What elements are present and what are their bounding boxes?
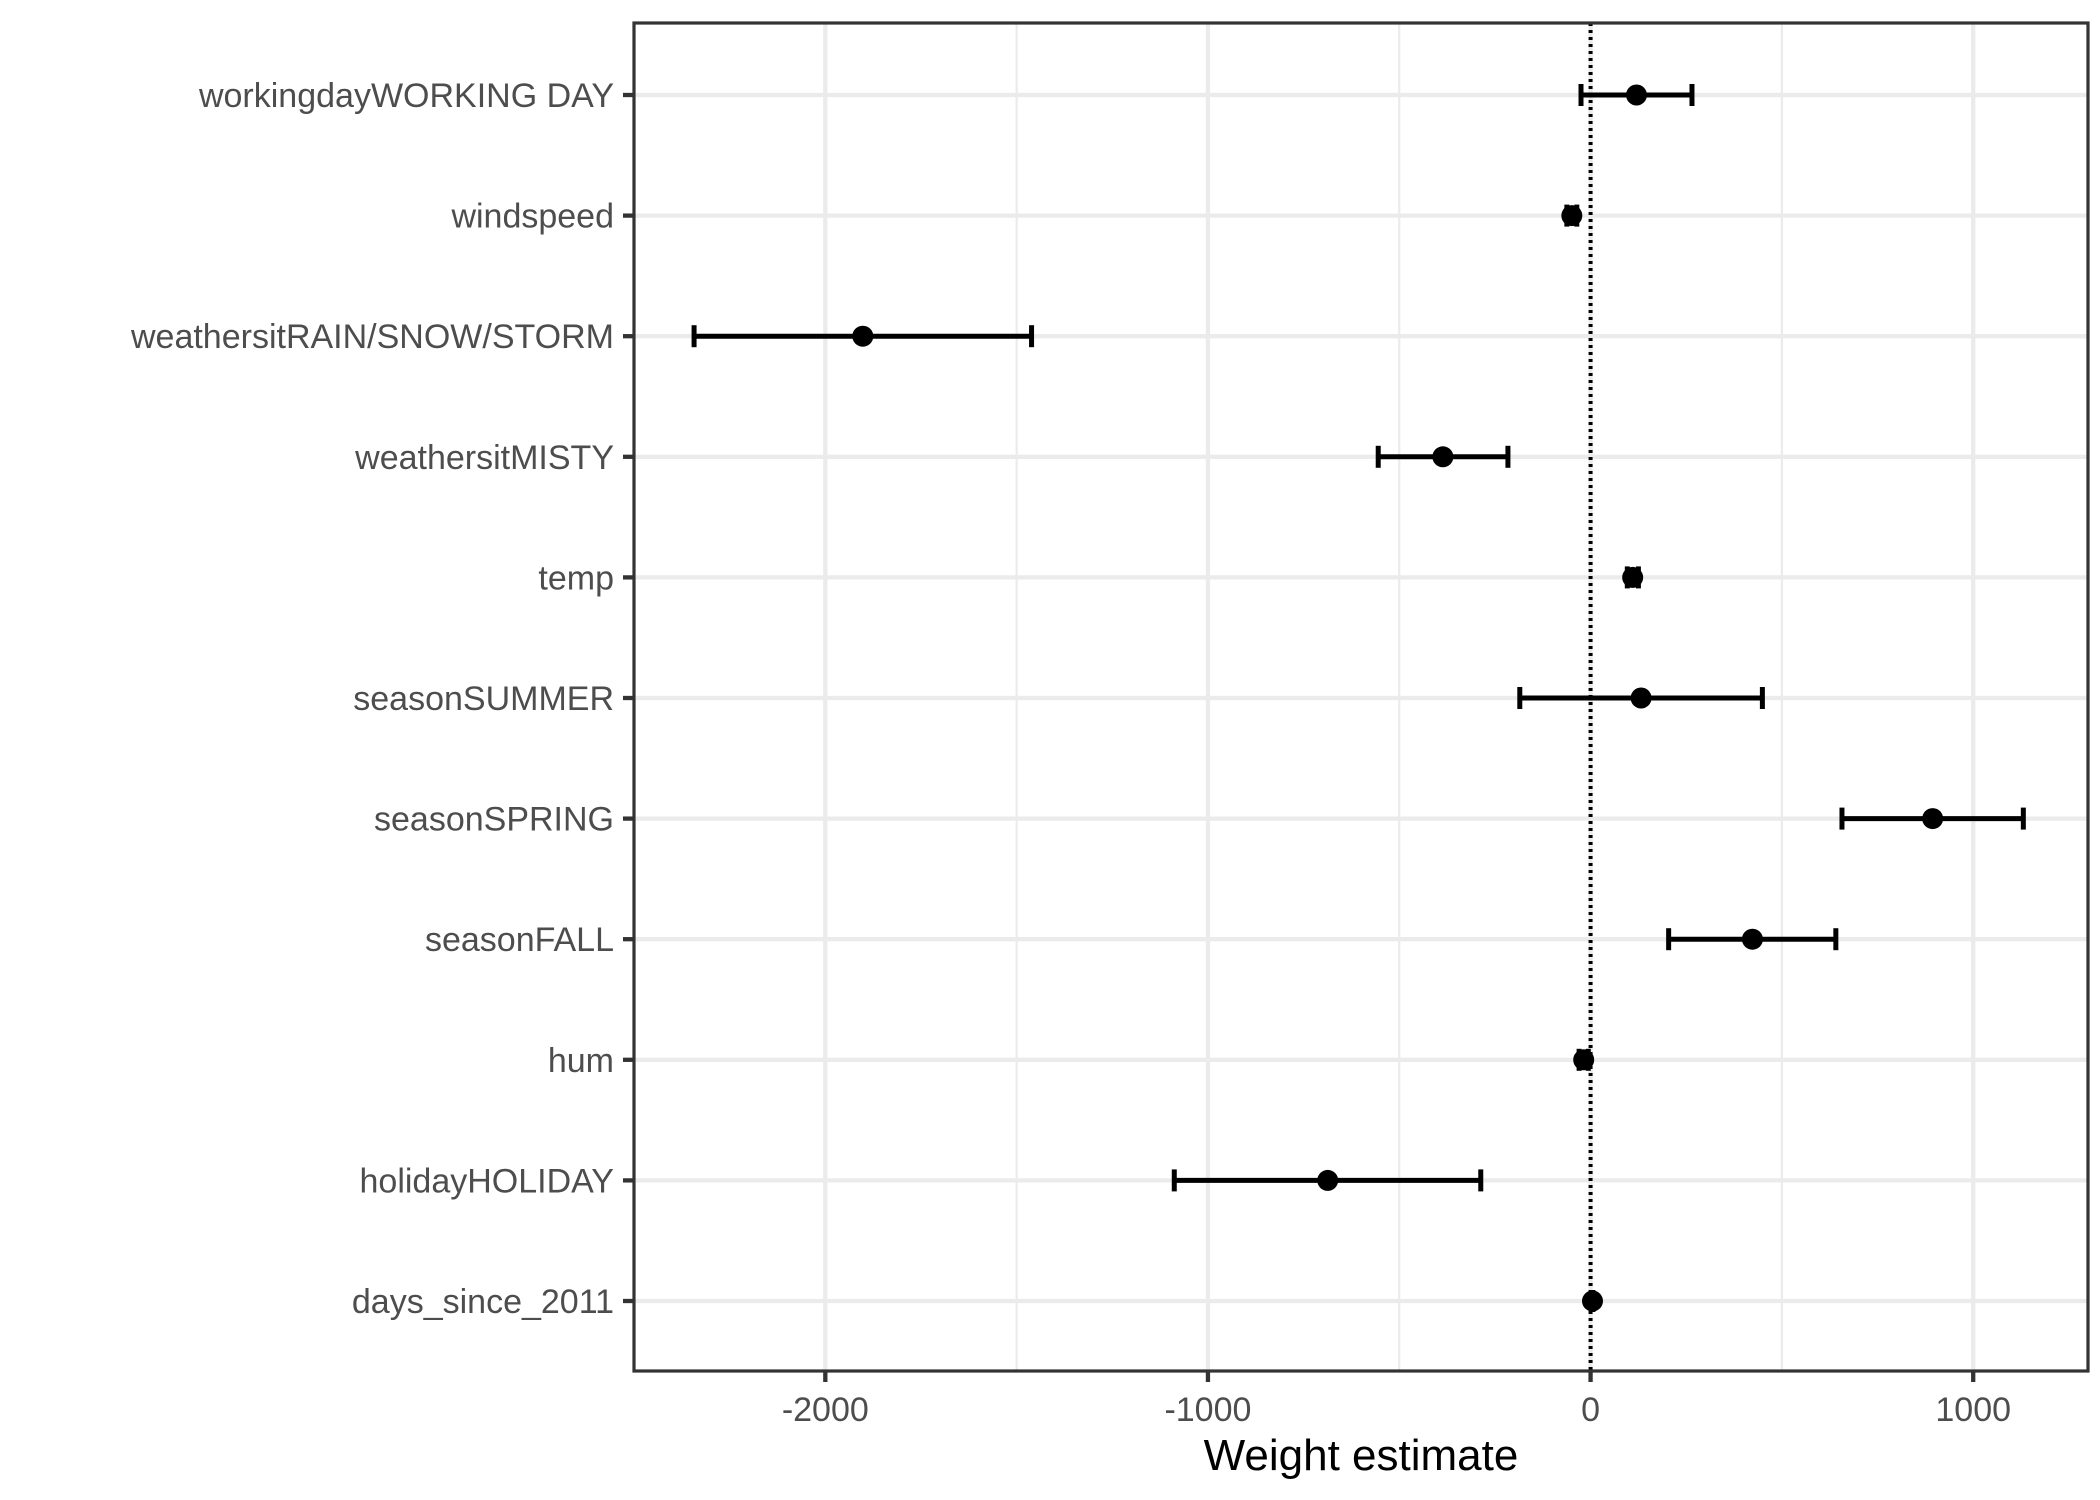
estimate-point [1630,687,1652,709]
y-tick-label: weathersitMISTY [354,439,614,477]
x-tick-label: 1000 [1935,1391,2011,1429]
grid [634,23,2088,1371]
estimate-point [1561,205,1583,227]
estimate-point [1922,808,1944,830]
estimate-point [1625,84,1647,106]
estimate-point [1622,566,1644,588]
x-axis: -2000 -1000 0 1000 [782,1371,2011,1429]
x-axis-title: Weight estimate [1204,1431,1519,1480]
estimate-point [1317,1169,1339,1191]
estimate-point [1741,928,1763,950]
y-tick-label: weathersitRAIN/SNOW/STORM [130,318,614,356]
y-tick-label: holidayHOLIDAY [360,1162,615,1200]
x-tick-label: -2000 [782,1391,869,1429]
estimate-point [1573,1049,1595,1071]
estimate-point [852,325,874,347]
y-tick-label: seasonSPRING [374,801,614,839]
y-tick-label: days_since_2011 [352,1283,614,1321]
estimate-point [1581,1290,1603,1312]
y-tick-label: seasonSUMMER [353,680,614,718]
y-tick-label: workingdayWORKING DAY [198,77,614,115]
y-axis: workingdayWORKING DAY windspeed weathersit… [130,77,634,1321]
y-tick-label: windspeed [450,198,614,236]
estimate-points [852,84,1944,1312]
x-tick-label: -1000 [1164,1391,1251,1429]
estimate-point [1432,446,1454,468]
x-tick-label: 0 [1581,1391,1600,1429]
y-tick-label: seasonFALL [425,921,614,959]
y-tick-label: temp [538,559,614,597]
y-tick-label: hum [548,1042,614,1080]
